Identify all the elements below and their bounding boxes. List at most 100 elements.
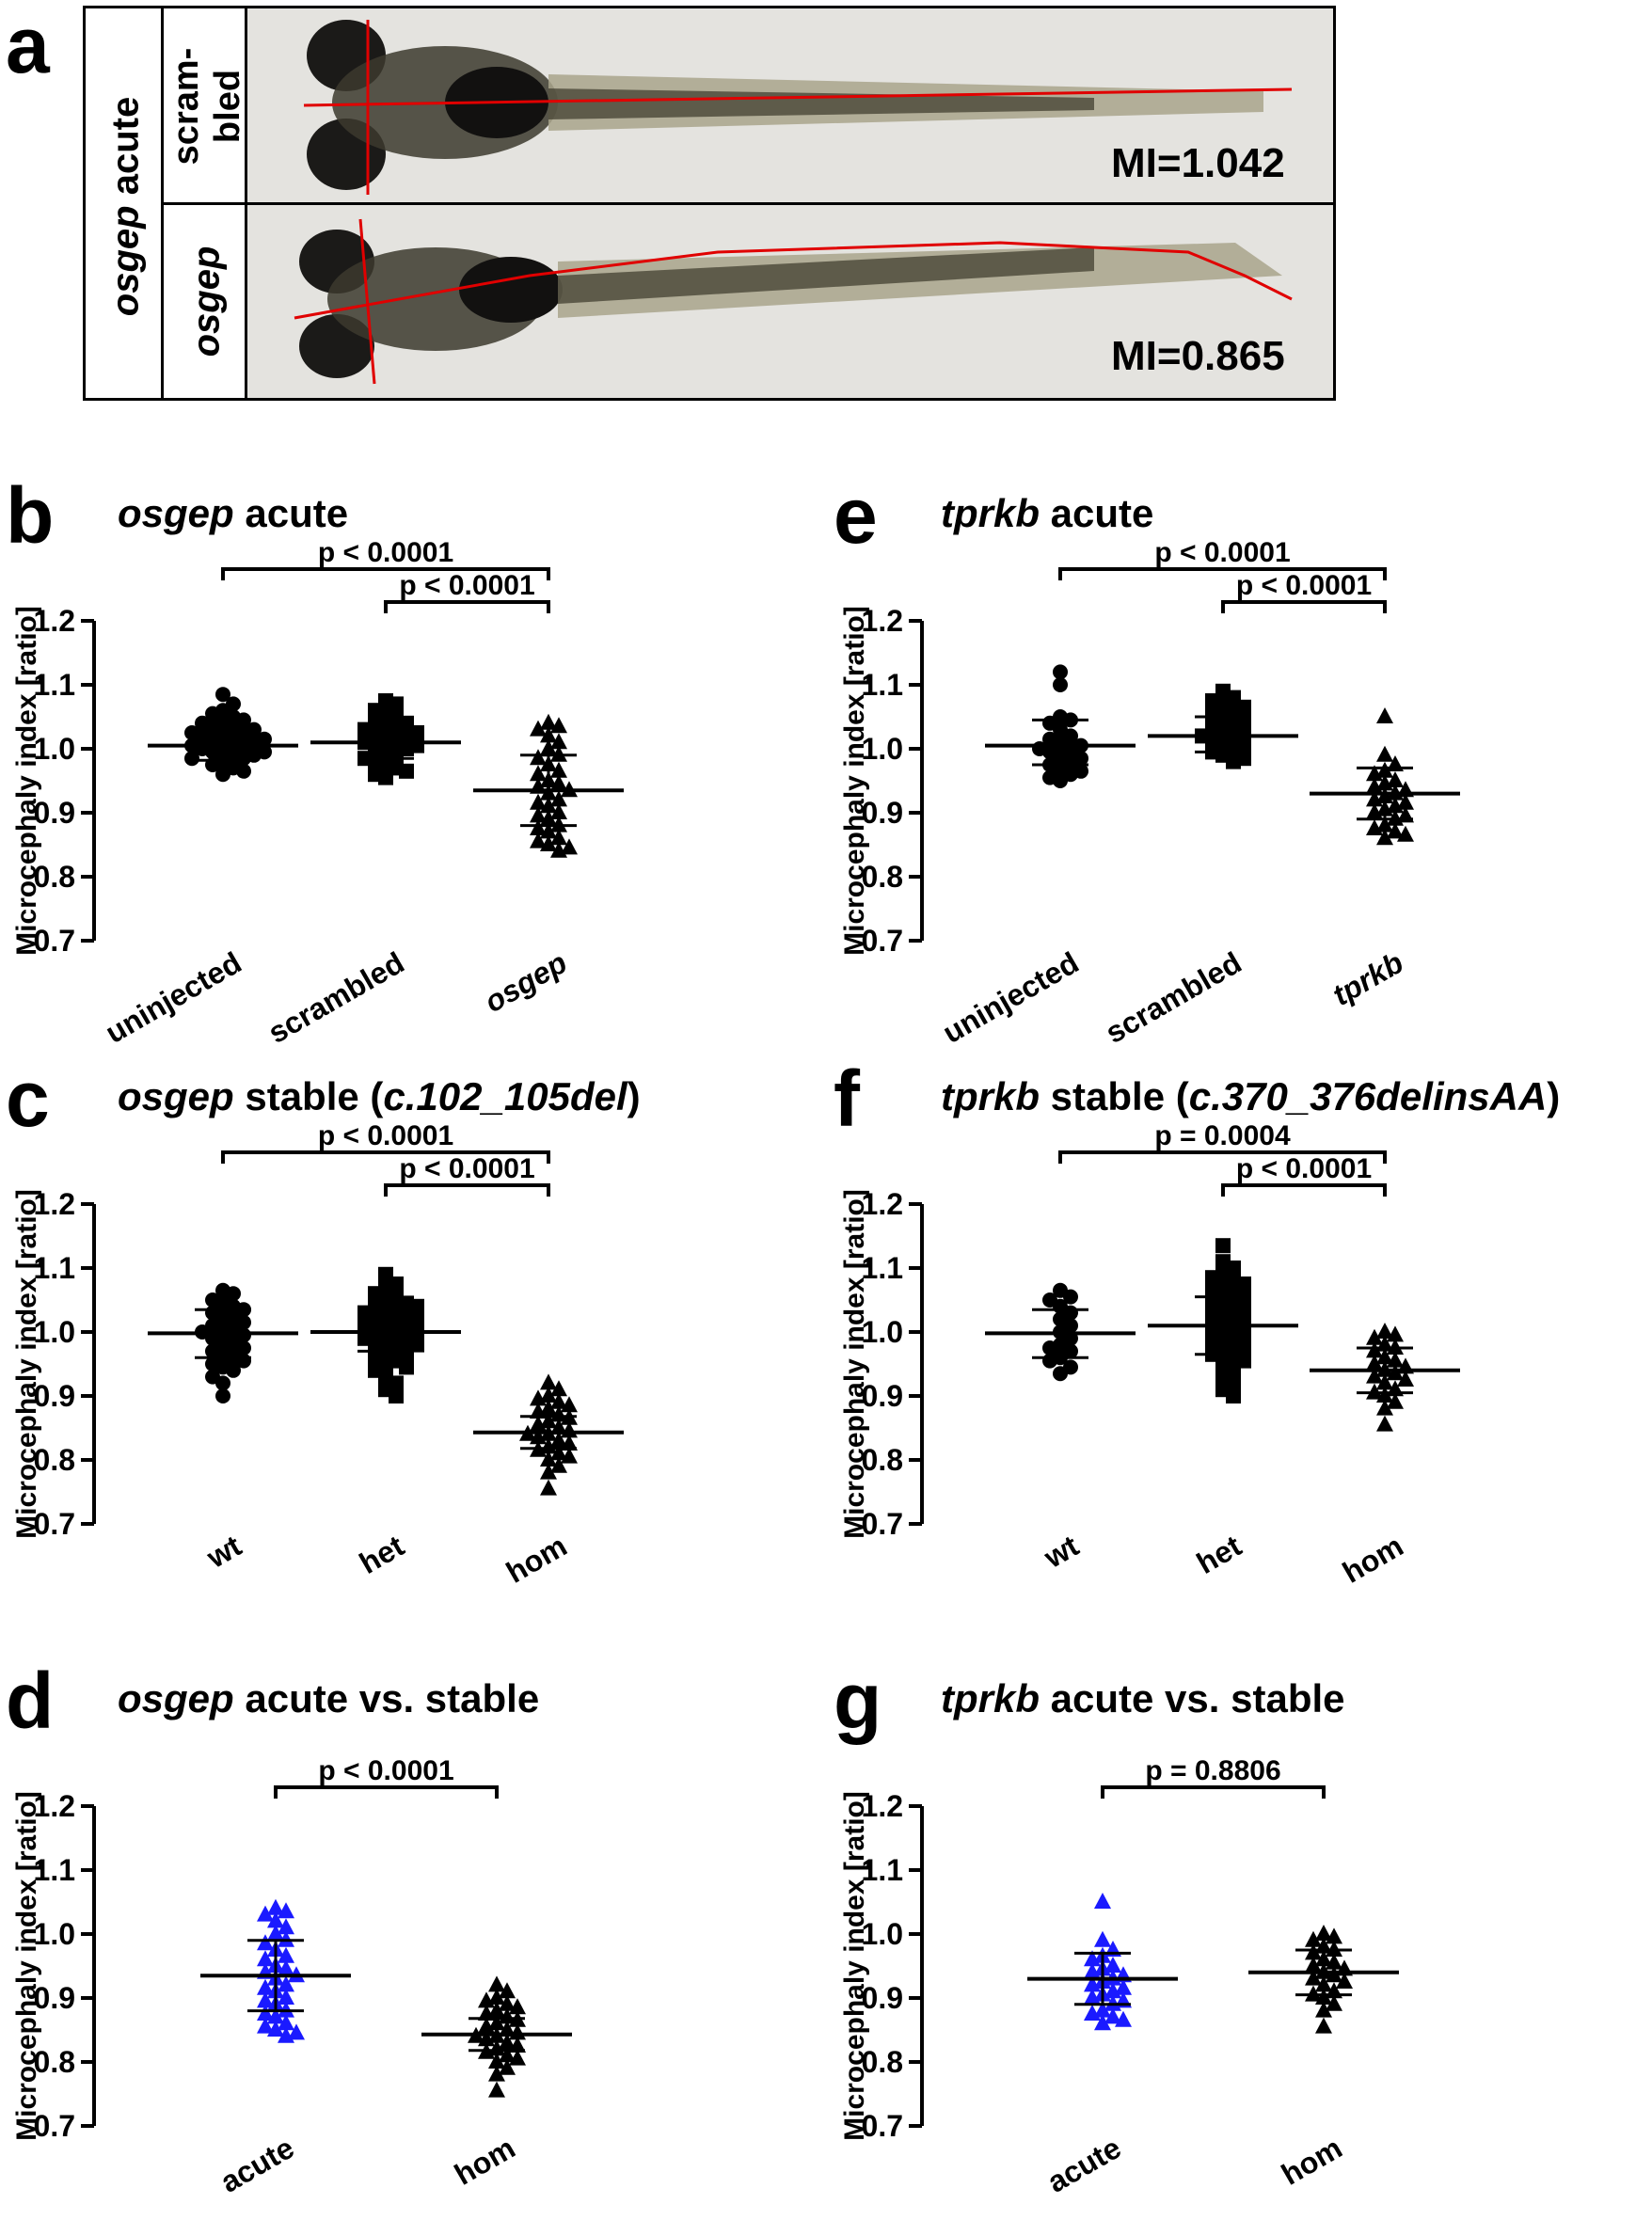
data-point [1226,1388,1241,1403]
data-point [540,1479,557,1496]
data-point [215,1388,230,1403]
data-point [389,1388,404,1403]
data-point [1366,1367,1383,1384]
chart-title: osgep acute vs. stable [118,1676,539,1720]
panel-a-row1-label-cell: scram-bled [161,6,247,205]
data-point [540,1387,557,1403]
data-point [530,1389,547,1406]
data-point [550,1431,567,1448]
chart-b-osgep-acute: osgep acute 0.7 0.8 0.9 1.0 1.1 1.2Microcephal… [11,491,624,1050]
data-point [550,774,567,791]
data-point [257,2005,274,2021]
x-tick-label: acute [214,2131,299,2199]
panel-c-letter: c [6,1054,50,1143]
data-point [236,1340,251,1356]
data-point [540,739,557,755]
x-tick-label: het [1191,1529,1247,1580]
data-point [488,2081,505,2098]
x-tick-label: wt [200,1529,247,1576]
data-point [1063,1289,1078,1305]
chart-f-tprkb-stable: tprkb stable (c.370_376delinsAA) 0.7 0.8 0.… [839,1074,1560,1590]
data-point [530,1415,547,1432]
data-point [267,2007,284,2024]
data-point [1387,1325,1404,1342]
data-point [1104,2007,1121,2024]
y-tick-label: 0.8 [34,860,75,894]
data-point [478,2017,495,2034]
data-point [499,1982,516,1999]
y-tick-label: 0.9 [862,1981,903,2015]
data-point [1094,1930,1111,1947]
y-tick-label: 1.2 [34,604,75,638]
data-point [1376,1387,1393,1403]
data-point [1326,1994,1342,2011]
data-point [561,1435,578,1451]
y-tick-label: 1.1 [862,1251,903,1285]
y-tick-label: 0.7 [34,2109,75,2143]
panel-a-figure: osgep acute scram-bled osgep MI=1.042 [83,6,1336,401]
chart-g-tprkb-acute-vs-stable: tprkb acute vs. stable 0.7 0.8 0.9 1.0 1.1 1.2… [839,1676,1399,2199]
data-point [561,1447,578,1464]
data-point [530,720,547,737]
data-point [278,1902,294,1919]
data-point [530,1403,547,1419]
data-point [1084,1975,1101,1992]
data-point [278,1918,294,1935]
y-tick-label: 0.8 [862,2045,903,2079]
data-point [1315,1989,1332,2005]
data-point [278,2026,294,2043]
data-point [1305,1943,1322,1960]
data-point [540,1399,557,1416]
data-point [1042,1340,1057,1356]
data-point [257,1978,274,1995]
data-point [1397,1371,1414,1387]
data-point [215,1375,230,1391]
data-point [1376,745,1393,762]
data-point [530,749,547,766]
y-tick-label: 1.0 [862,732,903,766]
panel-d-letter: d [6,1657,55,1745]
panel-a-row2-label: osgep [185,246,228,357]
p-value-label: p < 0.0001 [1154,537,1290,568]
x-tick-label: wt [1038,1529,1085,1576]
y-axis-label: Microcephaly index [ratio] [11,1791,42,2141]
y-tick-label: 0.7 [862,1507,903,1541]
significance-bracket [384,1183,550,1197]
y-tick-label: 1.2 [862,604,903,638]
significance-bracket [384,600,550,613]
significance-bracket [1221,1183,1387,1197]
data-point [1366,1383,1383,1400]
data-point [550,829,567,846]
data-point [278,2014,294,2031]
data-point [550,841,567,858]
data-point [257,1950,274,1967]
data-point [205,731,220,747]
data-point [1084,1989,1101,2005]
data-point [1366,1341,1383,1358]
panel-a-group-label: osgep acute [104,96,147,317]
panel-a-row2-label-cell: osgep [161,202,247,401]
data-point [267,2021,284,2037]
y-tick-label: 0.8 [34,1443,75,1477]
data-point [540,713,557,730]
data-point [236,751,251,767]
data-point [530,793,547,810]
data-point [399,1359,414,1375]
data-point [1315,2017,1332,2034]
data-point [1084,1950,1101,1967]
chart-title: tprkb acute [941,491,1153,535]
y-tick-label: 1.1 [862,668,903,702]
p-value-label: p < 0.0001 [318,1755,453,1786]
data-point [205,706,220,722]
data-point [257,2017,274,2034]
data-point [550,717,567,734]
panel-a-row1-label: scram-bled [167,47,247,166]
data-point [1366,803,1383,819]
data-point [550,790,567,807]
x-tick-label: het [354,1529,410,1580]
data-point [540,1373,557,1390]
data-point [540,822,557,839]
data-point [1376,1399,1393,1416]
y-tick-label: 0.9 [862,796,903,830]
y-tick-label: 1.0 [862,1917,903,1951]
